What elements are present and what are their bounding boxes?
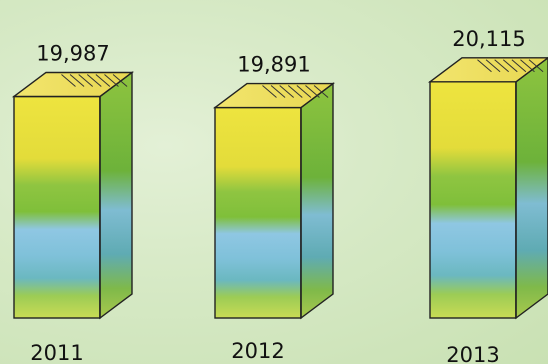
bar-top-hatch [78, 74, 94, 87]
bar-top-hatch [305, 85, 320, 98]
bar-front-face [13, 95, 101, 319]
bar-top-hatch [494, 59, 510, 73]
bar-top-hatch [528, 59, 544, 73]
bar-top-hatch [262, 85, 277, 98]
bar-top-hatch [279, 85, 295, 98]
bar-2011 [11, 71, 135, 320]
bar-front-face [429, 81, 517, 319]
bar-top-hatch [296, 85, 312, 98]
bar-category-label: 2013 [446, 343, 499, 364]
bar-front-face [214, 106, 302, 319]
bar-top-hatch [520, 59, 535, 73]
bar-2013 [427, 56, 548, 320]
bar-top-hatch [313, 85, 329, 98]
bar-side-face [300, 82, 334, 320]
bar-value-label: 19,891 [237, 53, 310, 77]
bar-2012 [212, 82, 336, 320]
bar-category-label: 2012 [231, 339, 284, 363]
bar-top-hatch [69, 74, 85, 87]
bar-top-hatch [511, 59, 527, 73]
bar-top-hatch [104, 74, 119, 87]
bar-value-label: 19,987 [36, 41, 109, 65]
bar-category-label: 2011 [30, 341, 83, 364]
bar-top-hatch [86, 74, 102, 87]
bar-top-hatch [485, 59, 501, 73]
bar-top-hatch [95, 74, 111, 87]
bar-top-hatch [61, 74, 76, 87]
bar-value-label: 20,115 [452, 27, 525, 51]
bar-top-hatch [477, 59, 492, 73]
bar-side-face [99, 71, 133, 320]
bar-top-hatch [502, 59, 518, 73]
bar-side-face [515, 56, 548, 320]
bar-top-hatch [270, 85, 286, 98]
bar-top-hatch [287, 85, 303, 98]
bar-top-hatch [112, 74, 128, 87]
